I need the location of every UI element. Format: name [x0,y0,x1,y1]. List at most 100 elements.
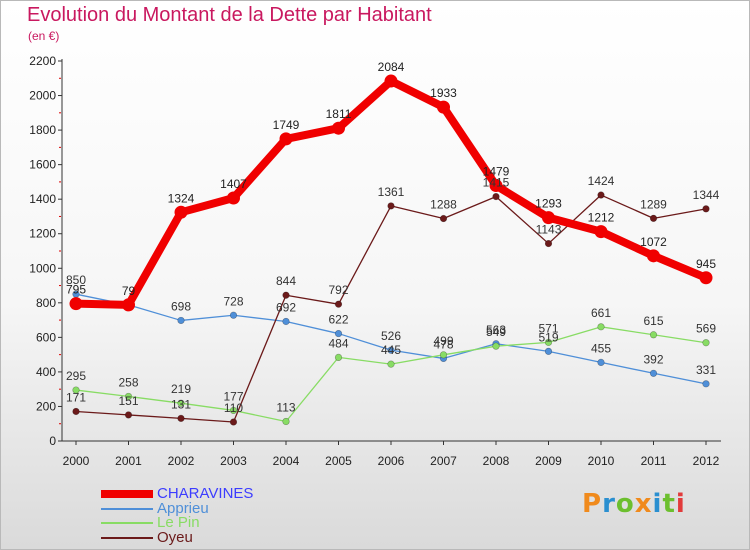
data-label-oyeu: 1415 [483,176,510,190]
data-label-apprieu: 455 [591,341,611,355]
x-tick-label: 2001 [115,454,142,468]
data-label-oyeu: 1424 [588,174,615,188]
data-label-le-pin: 615 [643,314,663,328]
point-le-pin [282,417,290,426]
y-tick-label: 1000 [29,261,56,275]
data-label-oyeu: 151 [118,394,138,408]
point-le-pin [597,323,605,331]
data-label-oyeu: 1288 [430,198,457,212]
data-label-apprieu: 526 [381,329,401,343]
legend-label-le-pin: Le Pin [157,514,200,531]
data-label-le-pin: 571 [538,321,558,335]
point-oyeu [492,192,500,201]
point-charavines [437,100,450,114]
x-tick-label: 2010 [588,454,615,468]
point-charavines [332,121,345,135]
proxiti-logo: Proxiti [582,489,686,519]
point-apprieu [649,369,658,377]
data-label-oyeu: 792 [328,283,348,297]
point-charavines [227,191,240,205]
legend-swatch-le-pin [101,521,153,524]
data-label-charavines: 2084 [378,60,405,74]
point-le-pin [177,399,185,407]
logo-letter: i [652,489,663,519]
x-tick-label: 2006 [378,454,405,468]
point-le-pin [439,351,448,359]
point-le-pin [649,331,658,339]
data-label-charavines: 1324 [168,191,195,205]
legend-swatch-apprieu [101,507,153,510]
data-label-le-pin: 569 [696,322,716,336]
point-charavines [122,298,135,312]
data-label-charavines: 795 [66,283,86,297]
point-apprieu [177,316,185,325]
data-label-apprieu: 698 [171,299,191,313]
point-oyeu [387,202,395,210]
x-tick-label: 2002 [168,454,195,468]
data-label-oyeu: 1289 [640,197,667,211]
data-label-le-pin: 484 [328,336,348,350]
data-label-apprieu: 519 [538,330,558,344]
data-label-charavines: 1072 [640,235,667,249]
data-label-apprieu: 331 [696,363,716,377]
point-charavines [647,249,660,263]
y-tick-label: 2200 [29,54,56,68]
legend-swatch-oyeu [101,536,153,539]
y-tick-label: 600 [36,330,56,344]
y-tick-label: 1600 [29,158,56,172]
x-tick-label: 2000 [63,454,90,468]
data-label-le-pin: 445 [381,343,401,357]
point-le-pin [334,353,343,362]
legend-item-apprieu: Apprieu [101,501,209,516]
data-label-apprieu: 850 [66,273,86,287]
point-charavines [594,225,608,239]
data-label-le-pin: 177 [223,389,243,403]
y-tick-label: 800 [36,296,56,310]
y-tick-label: 1200 [29,227,56,241]
point-oyeu [177,414,185,422]
point-oyeu [124,411,133,419]
data-label-charavines: 1749 [273,118,300,132]
legend-item-oyeu: Oyeu [101,530,193,545]
legend-item-le-pin: Le Pin [101,515,200,530]
data-label-apprieu: 728 [223,294,243,308]
legend-swatch-charavines [101,489,153,498]
x-tick-label: 2003 [220,454,247,468]
y-tick-label: 200 [36,399,56,413]
chart-subtitle: (en €) [28,29,60,43]
data-label-le-pin: 549 [486,325,506,339]
data-label-le-pin: 295 [66,369,86,383]
x-tick-label: 2008 [483,454,510,468]
point-oyeu [229,418,238,426]
y-tick-label: 400 [36,365,56,379]
point-charavines [279,132,293,146]
logo-letter: i [675,489,686,519]
logo-letter: t [662,489,676,519]
legend-label-oyeu: Oyeu [157,529,193,546]
data-label-charavines: 1811 [326,107,352,121]
data-label-apprieu: 692 [276,300,296,314]
logo-letter: o [615,489,635,519]
point-le-pin [702,339,710,347]
data-label-oyeu: 131 [171,397,191,411]
y-tick-label: 2000 [29,89,56,103]
legend-label-charavines: CHARAVINES [157,485,254,502]
data-label-apprieu: 478 [433,337,453,351]
point-apprieu [334,329,343,338]
point-le-pin [72,386,80,394]
point-charavines [489,179,503,193]
point-charavines [69,297,83,311]
point-apprieu [597,358,605,367]
point-le-pin [544,338,553,346]
data-label-le-pin: 219 [171,382,191,396]
point-oyeu [702,205,710,213]
data-label-oyeu: 1361 [378,185,405,199]
data-label-oyeu: 1143 [536,223,562,237]
point-apprieu [544,347,553,355]
point-apprieu [229,311,238,319]
point-charavines [542,211,555,225]
chart-title: Evolution du Montant de la Dette par Hab… [27,4,432,26]
data-label-charavines: 1479 [483,165,510,179]
